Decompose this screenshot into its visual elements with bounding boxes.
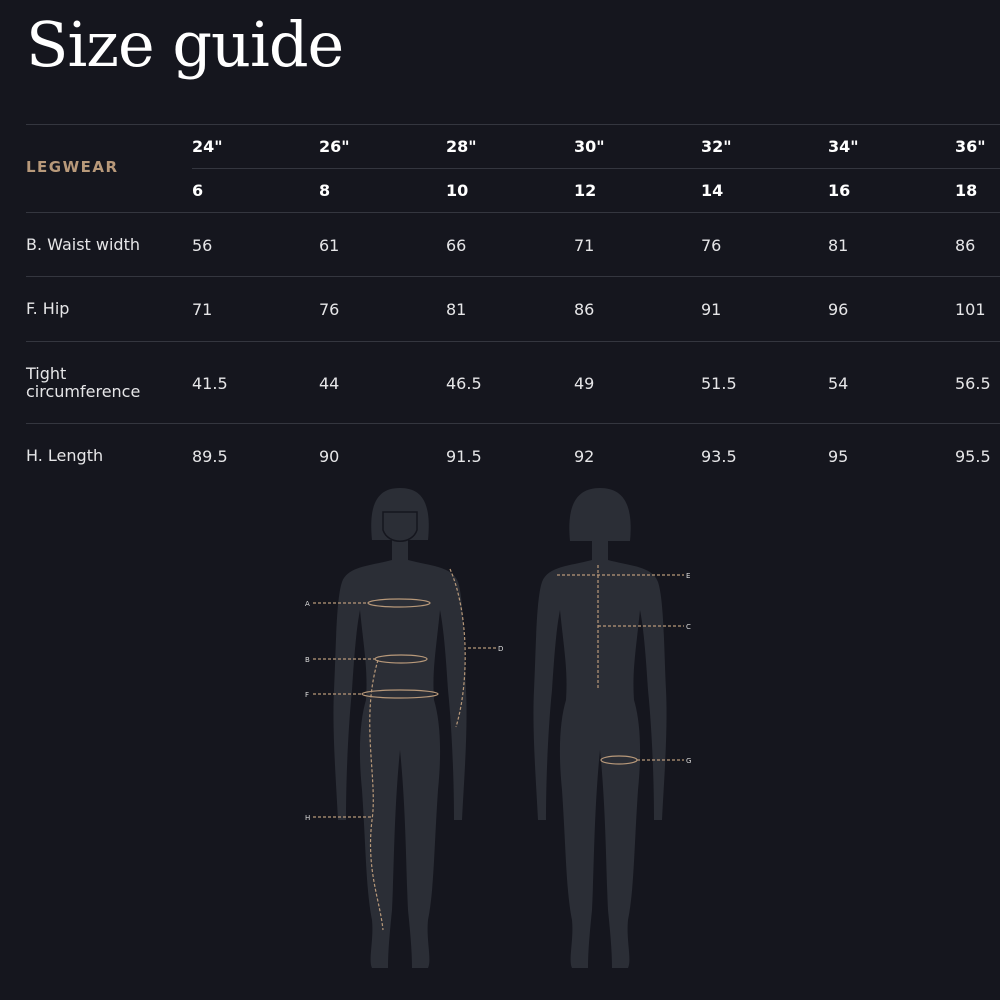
uk-size-header: 18	[955, 181, 978, 200]
table-cell: 51.5	[701, 374, 737, 393]
table-cell: 66	[446, 236, 467, 255]
uk-size-header: 16	[828, 181, 851, 200]
waist-size-header: 32"	[701, 137, 732, 156]
marker-d: D	[498, 645, 503, 653]
uk-size-header: 10	[446, 181, 469, 200]
table-cell: 95.5	[955, 447, 991, 466]
row-label: Tight circumference	[26, 364, 141, 401]
measurement-lines	[313, 565, 684, 931]
marker-c: C	[686, 623, 691, 631]
table-cell: 71	[574, 236, 595, 255]
table-cell: 90	[319, 447, 340, 466]
table-cell: 92	[574, 447, 595, 466]
table-cell: 95	[828, 447, 849, 466]
row-divider	[26, 423, 1000, 424]
row-divider	[26, 341, 1000, 342]
row-divider	[192, 168, 1000, 169]
back-figure	[533, 488, 667, 968]
table-cell: 76	[319, 300, 340, 319]
table-cell: 96	[828, 300, 849, 319]
table-cell: 71	[192, 300, 213, 319]
row-label: H. Length	[26, 446, 104, 465]
table-cell: 44	[319, 374, 340, 393]
row-divider	[26, 212, 1000, 213]
table-cell: 46.5	[446, 374, 482, 393]
section-label: LEGWEAR	[26, 158, 119, 176]
waist-size-header: 36"	[955, 137, 986, 156]
waist-size-header: 28"	[446, 137, 477, 156]
marker-b: B	[305, 656, 310, 664]
table-cell: 56	[192, 236, 213, 255]
uk-size-header: 8	[319, 181, 331, 200]
table-cell: 41.5	[192, 374, 228, 393]
row-divider	[26, 124, 1000, 125]
row-label: F. Hip	[26, 299, 70, 318]
marker-a: A	[305, 600, 310, 608]
marker-f: F	[305, 691, 309, 699]
table-cell: 61	[319, 236, 340, 255]
table-cell: 76	[701, 236, 722, 255]
uk-size-header: 14	[701, 181, 724, 200]
table-cell: 101	[955, 300, 986, 319]
table-cell: 56.5	[955, 374, 991, 393]
table-cell: 81	[828, 236, 849, 255]
marker-e: E	[686, 572, 690, 580]
marker-g: G	[686, 757, 691, 765]
row-divider	[26, 276, 1000, 277]
table-cell: 86	[955, 236, 976, 255]
table-cell: 81	[446, 300, 467, 319]
waist-size-header: 26"	[319, 137, 350, 156]
waist-size-header: 34"	[828, 137, 859, 156]
table-cell: 86	[574, 300, 595, 319]
uk-size-header: 12	[574, 181, 597, 200]
table-cell: 91	[701, 300, 722, 319]
table-cell: 91.5	[446, 447, 482, 466]
table-cell: 54	[828, 374, 849, 393]
table-cell: 49	[574, 374, 595, 393]
uk-size-header: 6	[192, 181, 204, 200]
row-label: B. Waist width	[26, 235, 140, 254]
marker-h: H	[305, 814, 310, 822]
front-figure	[333, 488, 467, 968]
page-title: Size guide	[26, 8, 344, 81]
waist-size-header: 30"	[574, 137, 605, 156]
waist-size-header: 24"	[192, 137, 223, 156]
table-cell: 89.5	[192, 447, 228, 466]
table-cell: 93.5	[701, 447, 737, 466]
